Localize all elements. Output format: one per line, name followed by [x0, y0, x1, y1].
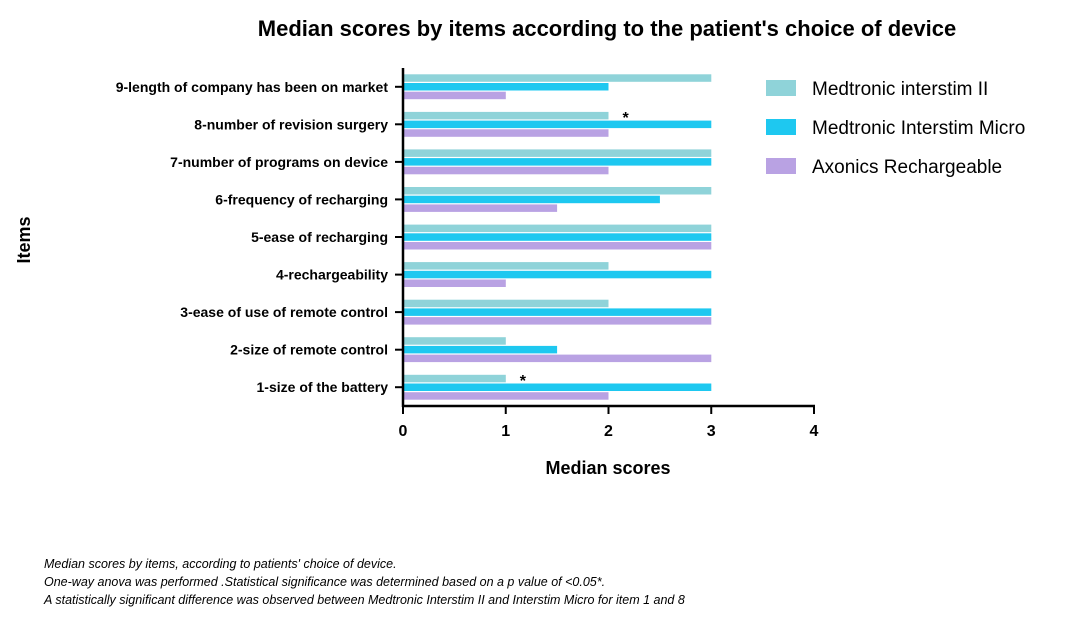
note-line-2: One-way anova was performed .Statistical… — [44, 575, 606, 589]
legend-swatch-medtronic-interstim-ii — [766, 80, 796, 96]
bar-axonics-rechargeable-1 — [403, 392, 609, 400]
category-labels: 9-length of company has been on market 8-… — [116, 79, 389, 395]
bar-medtronic-interstim-ii-7 — [403, 149, 712, 157]
category-label-8: 8-number of revision surgery — [194, 116, 388, 132]
significance-marker-8: * — [623, 110, 630, 127]
y-axis-title: Items — [14, 216, 34, 263]
note-line-3: A statistically significant difference w… — [44, 593, 685, 607]
bar-medtronic-interstim-micro-2 — [403, 345, 558, 354]
note-line-1: Median scores by items, according to pat… — [44, 557, 397, 571]
bar-axonics-rechargeable-5 — [403, 242, 712, 250]
significance-annotations: ** — [520, 110, 630, 390]
category-label-2: 2-size of remote control — [230, 342, 388, 358]
bar-medtronic-interstim-micro-1 — [403, 383, 712, 391]
x-tick-label-3: 3 — [707, 423, 716, 440]
significance-marker-1: * — [520, 373, 527, 390]
bar-medtronic-interstim-micro-6 — [403, 195, 660, 204]
bar-medtronic-interstim-ii-2 — [403, 337, 506, 345]
axes-group — [395, 68, 815, 414]
bar-medtronic-interstim-ii-3 — [403, 299, 609, 308]
bar-axonics-rechargeable-2 — [403, 354, 712, 363]
x-tick-label-4: 4 — [810, 423, 819, 440]
bar-medtronic-interstim-micro-5 — [403, 233, 712, 241]
legend-label-axonics-rechargeable: Axonics Rechargeable — [812, 157, 1002, 178]
bar-medtronic-interstim-ii-1 — [403, 374, 506, 383]
bar-axonics-rechargeable-8 — [403, 129, 609, 137]
legend-swatch-axonics-rechargeable — [766, 158, 796, 174]
category-label-4: 4-rechargeability — [276, 267, 388, 283]
bar-medtronic-interstim-micro-8 — [403, 120, 712, 129]
bar-medtronic-interstim-micro-4 — [403, 270, 712, 279]
category-label-3: 3-ease of use of remote control — [180, 304, 388, 320]
legend-swatch-medtronic-interstim-micro — [766, 119, 796, 135]
x-tick-labels: 0 1 2 3 4 — [399, 423, 819, 440]
bar-medtronic-interstim-ii-5 — [403, 224, 712, 233]
x-tick-label-0: 0 — [399, 423, 408, 440]
bar-medtronic-interstim-micro-9 — [403, 83, 609, 91]
chart-title: Median scores by items according to the … — [258, 16, 956, 41]
category-label-9: 9-length of company has been on market — [116, 79, 389, 95]
bar-medtronic-interstim-ii-9 — [403, 74, 712, 82]
bar-axonics-rechargeable-9 — [403, 91, 506, 100]
category-label-6: 6-frequency of recharging — [215, 191, 388, 207]
figure-notes: Median scores by items, according to pat… — [44, 555, 685, 609]
x-axis-title: Median scores — [545, 458, 670, 478]
x-tick-label-1: 1 — [501, 423, 510, 440]
bar-axonics-rechargeable-6 — [403, 204, 558, 212]
bar-medtronic-interstim-micro-3 — [403, 308, 712, 316]
legend-label-medtronic-interstim-micro: Medtronic Interstim Micro — [812, 118, 1025, 139]
bar-axonics-rechargeable-3 — [403, 317, 712, 325]
category-label-1: 1-size of the battery — [257, 379, 389, 395]
bar-medtronic-interstim-ii-6 — [403, 187, 712, 195]
bar-axonics-rechargeable-4 — [403, 279, 506, 287]
bar-medtronic-interstim-micro-7 — [403, 158, 712, 166]
bar-axonics-rechargeable-7 — [403, 166, 609, 175]
category-label-5: 5-ease of recharging — [251, 229, 388, 245]
bar-medtronic-interstim-ii-4 — [403, 262, 609, 270]
bars-group — [403, 74, 712, 400]
category-label-7: 7-number of programs on device — [170, 154, 388, 170]
bar-medtronic-interstim-ii-8 — [403, 111, 609, 120]
x-tick-label-2: 2 — [604, 423, 613, 440]
legend-label-medtronic-interstim-ii: Medtronic interstim II — [812, 79, 988, 100]
legend: Medtronic interstim II Medtronic Intersti… — [766, 79, 1025, 178]
